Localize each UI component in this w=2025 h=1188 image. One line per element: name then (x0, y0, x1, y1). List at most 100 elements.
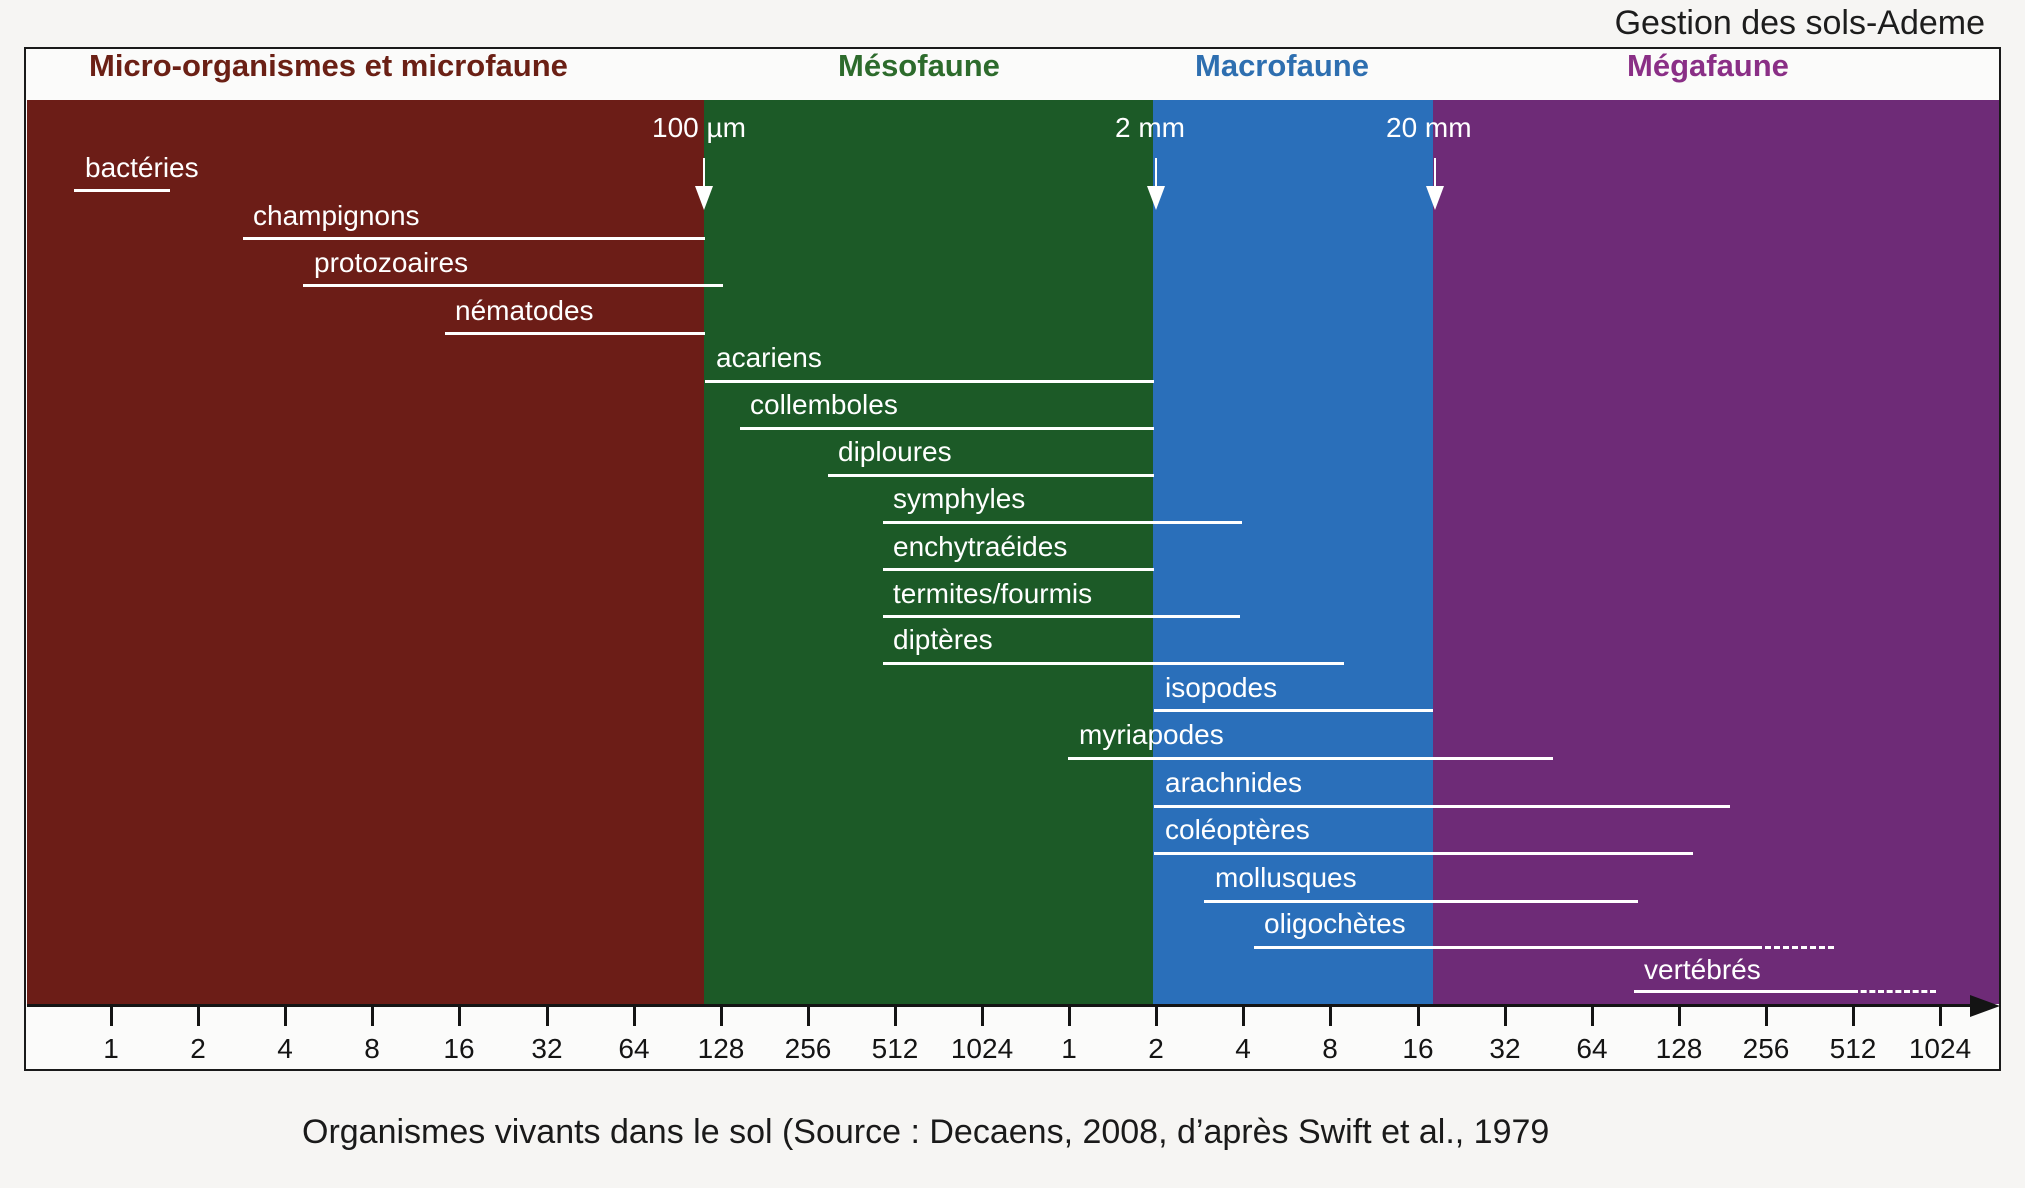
organism-range-arachnides (1154, 805, 1730, 808)
organism-range-symphyles (883, 521, 1242, 524)
axis-tick-label: 64 (618, 1033, 650, 1064)
organism-range-termites-fourmis (883, 615, 1240, 618)
size-axis-line (27, 1004, 1979, 1007)
organism-range-protozoaires (303, 284, 723, 287)
axis-tick (371, 1004, 374, 1026)
organism-label-termites-fourmis: termites/fourmis (893, 578, 1093, 609)
organism-label-enchytraeides: enchytraéides (893, 531, 1068, 562)
organism-label-champignons: champignons (253, 200, 420, 231)
axis-tick (1939, 1004, 1942, 1026)
axis-tick-label: 32 (531, 1033, 563, 1064)
organism-label-bacteries: bactéries (85, 152, 199, 183)
zone-title-micro: Micro-organismes et microfaune (89, 48, 568, 83)
axis-tick-label: 16 (443, 1033, 475, 1064)
axis-tick (1155, 1004, 1158, 1026)
axis-tick (110, 1004, 113, 1026)
organism-label-protozoaires: protozoaires (314, 247, 469, 278)
organism-label-myriapodes: myriapodes (1079, 719, 1224, 750)
organism-label-vertebres: vertébrés (1644, 954, 1761, 985)
axis-tick-label: 512 (871, 1033, 919, 1064)
organism-label-symphyles: symphyles (893, 483, 1026, 514)
axis-tick-label: 1024 (950, 1033, 1014, 1064)
axis-tick (894, 1004, 897, 1026)
organism-range-myriapodes (1068, 757, 1553, 760)
axis-tick (1678, 1004, 1681, 1026)
zone-band-micro (27, 100, 704, 1004)
axis-tick-label: 256 (1742, 1033, 1790, 1064)
arrow-down-icon (1147, 186, 1165, 210)
axis-tick-label: 1 (103, 1033, 119, 1064)
zone-title-mega: Mégafaune (1627, 48, 1789, 83)
axis-tick-label: 128 (1655, 1033, 1703, 1064)
axis-tick (1068, 1004, 1071, 1026)
axis-arrow-right-icon (1970, 995, 2000, 1017)
axis-tick-label: 2 (1148, 1033, 1164, 1064)
organism-label-coleopteres: coléoptères (1165, 814, 1310, 845)
axis-tick-label: 64 (1576, 1033, 1608, 1064)
axis-tick (197, 1004, 200, 1026)
threshold-arrow-100um (703, 158, 705, 203)
threshold-label-20mm: 20 mm (1386, 112, 1472, 143)
axis-tick (981, 1004, 984, 1026)
axis-tick (807, 1004, 810, 1026)
organism-range-dipteres (883, 662, 1344, 665)
organism-range-mollusques (1204, 900, 1638, 903)
threshold-label-2mm: 2 mm (1115, 112, 1185, 143)
organism-range-isopodes (1154, 709, 1433, 712)
axis-tick (458, 1004, 461, 1026)
organism-range-nematodes (445, 332, 705, 335)
axis-tick (1765, 1004, 1768, 1026)
axis-tick-label: 512 (1829, 1033, 1877, 1064)
axis-tick (1504, 1004, 1507, 1026)
organism-label-diploures: diploures (838, 436, 952, 467)
organism-label-nematodes: nématodes (455, 295, 594, 326)
arrow-down-icon (695, 186, 713, 210)
axis-tick-label: 4 (1235, 1033, 1251, 1064)
arrow-down-icon (1426, 186, 1444, 210)
figure-caption: Organismes vivants dans le sol (Source :… (302, 1113, 1550, 1151)
axis-tick (720, 1004, 723, 1026)
organism-range-champignons (243, 237, 705, 240)
axis-tick-label: 2 (190, 1033, 206, 1064)
organism-label-collemboles: collemboles (750, 389, 898, 420)
organism-range-collemboles (740, 427, 1154, 430)
axis-tick (546, 1004, 549, 1026)
organism-range-vertebres (1634, 990, 1852, 993)
axis-tick (1329, 1004, 1332, 1026)
axis-tick-label: 1024 (1908, 1033, 1972, 1064)
zone-band-mega (1433, 100, 1999, 1004)
axis-tick-label: 4 (277, 1033, 293, 1064)
organism-range-coleopteres (1154, 852, 1693, 855)
axis-tick (1417, 1004, 1420, 1026)
organism-range-oligochetes (1254, 946, 1756, 949)
axis-tick-label: 16 (1402, 1033, 1434, 1064)
source-credit: Gestion des sols-Ademe (1614, 4, 1985, 42)
threshold-label-100um: 100 µm (652, 112, 746, 143)
threshold-arrow-20mm (1434, 158, 1436, 203)
axis-tick-label: 256 (784, 1033, 832, 1064)
organism-label-dipteres: diptères (893, 624, 993, 655)
axis-tick-label: 8 (364, 1033, 380, 1064)
organism-range-acariens (705, 380, 1154, 383)
organism-range-diploures (828, 474, 1154, 477)
axis-tick-label: 1 (1061, 1033, 1077, 1064)
axis-tick (284, 1004, 287, 1026)
threshold-arrow-2mm (1155, 158, 1157, 203)
axis-tick (1591, 1004, 1594, 1026)
organism-range-extension-oligochetes (1756, 946, 1834, 949)
organism-range-enchytraeides (883, 568, 1154, 571)
organism-label-oligochetes: oligochètes (1264, 908, 1406, 939)
zone-band-meso (704, 100, 1153, 1004)
axis-tick-label: 32 (1489, 1033, 1521, 1064)
axis-tick-label: 128 (697, 1033, 745, 1064)
organism-label-acariens: acariens (716, 342, 822, 373)
organism-label-isopodes: isopodes (1165, 672, 1278, 703)
zone-title-meso: Mésofaune (838, 48, 1000, 83)
organism-label-arachnides: arachnides (1165, 767, 1302, 798)
zone-title-macro: Macrofaune (1195, 48, 1369, 83)
axis-tick (1852, 1004, 1855, 1026)
axis-tick-label: 8 (1322, 1033, 1338, 1064)
organism-label-mollusques: mollusques (1215, 862, 1357, 893)
axis-tick (633, 1004, 636, 1026)
axis-tick (1242, 1004, 1245, 1026)
